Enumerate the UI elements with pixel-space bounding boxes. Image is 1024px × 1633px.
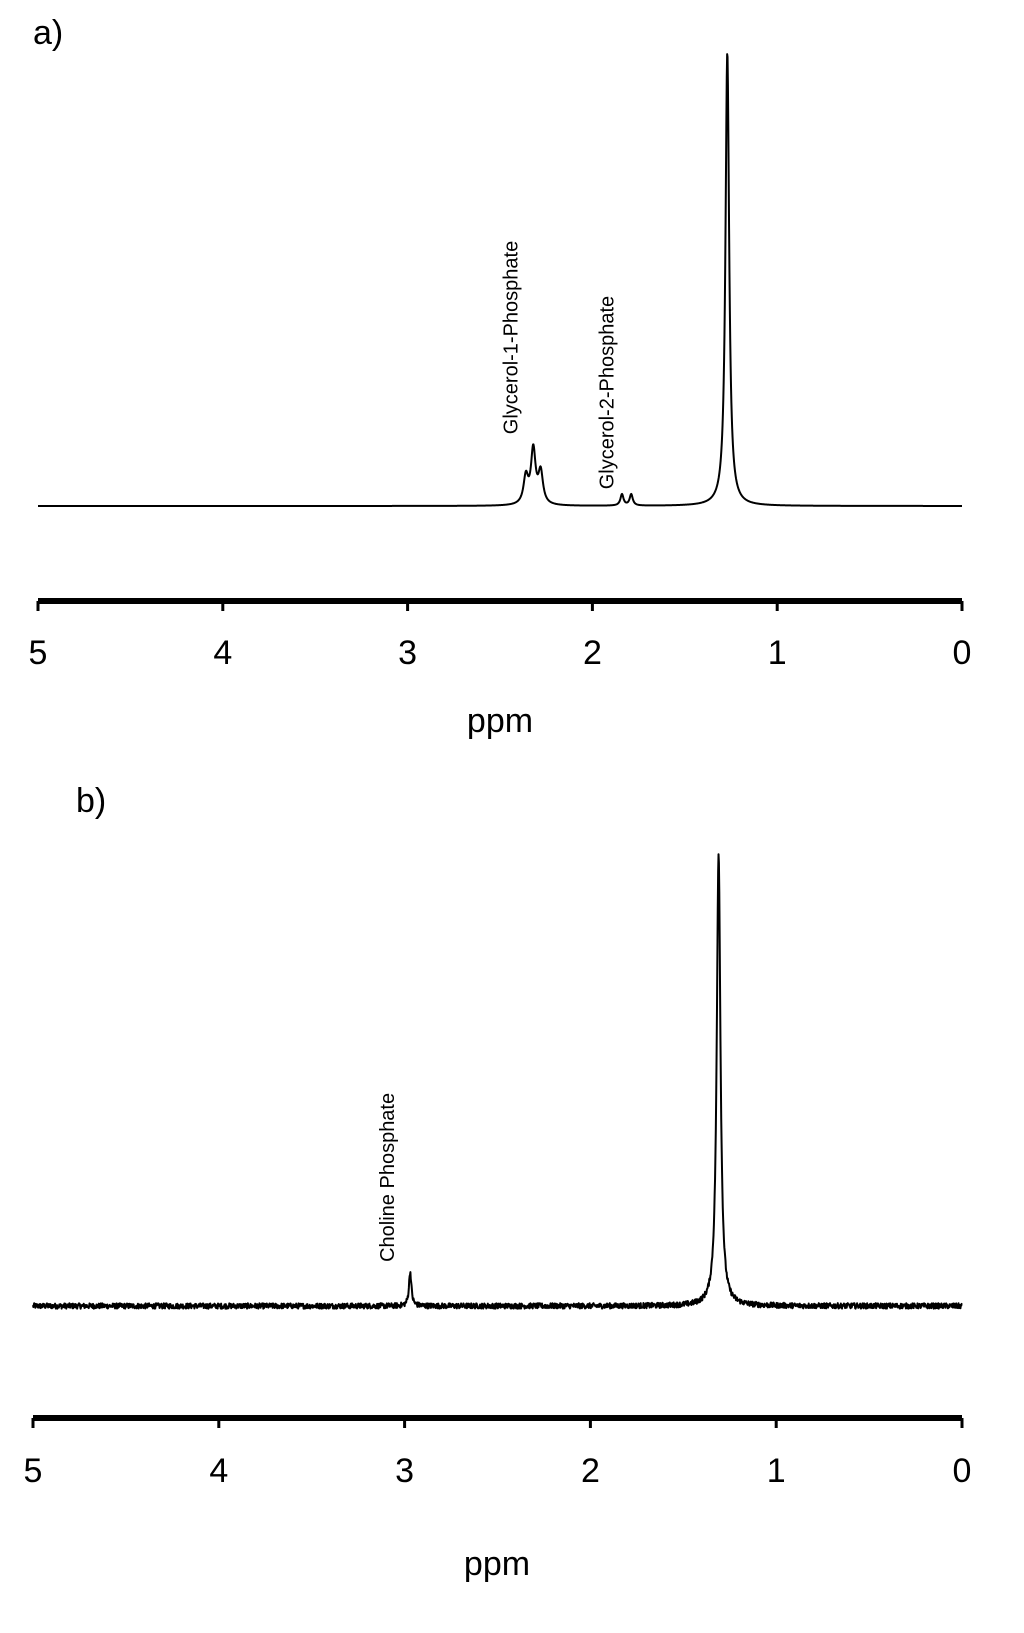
panel-b-x-ticks: 5 4 3 2 1 0 — [24, 1418, 972, 1490]
panel-a-x-tick-label: 5 — [29, 634, 48, 672]
panel-b-x-tick-label: 3 — [395, 1452, 414, 1490]
panel-a-spectrum-line — [37, 53, 963, 507]
panel-a: a) Glycerol-1-Phosphate Glycerol-2-Phosph… — [29, 14, 972, 740]
panel-b-x-tick-label: 4 — [209, 1452, 228, 1490]
panel-b: b) Choline Phosphate 5 4 3 2 1 0 ppm — [24, 782, 972, 1583]
panel-a-x-tick-label: 0 — [953, 634, 972, 672]
panel-b-peak-annotation: Choline Phosphate — [377, 1093, 399, 1262]
panel-a-x-axis-title: ppm — [467, 702, 533, 740]
panel-a-x-tick-label: 2 — [583, 634, 602, 672]
panel-b-x-tick-label: 1 — [767, 1452, 786, 1490]
panel-a-x-tick-label: 4 — [213, 634, 232, 672]
panel-a-label: a) — [33, 14, 63, 52]
panel-a-peak-annotation: Glycerol-1-Phosphate — [500, 241, 522, 434]
panel-a-annotations: Glycerol-1-Phosphate Glycerol-2-Phosphate — [500, 241, 618, 490]
panel-b-annotations: Choline Phosphate — [377, 1093, 399, 1262]
panel-a-peak-annotation: Glycerol-2-Phosphate — [596, 296, 618, 489]
panel-a-x-tick-label: 1 — [768, 634, 787, 672]
panel-b-x-axis-title: ppm — [464, 1545, 530, 1583]
panel-b-label: b) — [76, 782, 106, 820]
panel-b-x-tick-label: 2 — [581, 1452, 600, 1490]
panel-a-x-tick-label: 3 — [398, 634, 417, 672]
panel-b-spectrum-line — [32, 853, 963, 1310]
panel-a-x-ticks: 5 4 3 2 1 0 — [29, 601, 972, 672]
panel-b-x-tick-label: 0 — [953, 1452, 972, 1490]
panel-b-x-tick-label: 5 — [24, 1452, 43, 1490]
